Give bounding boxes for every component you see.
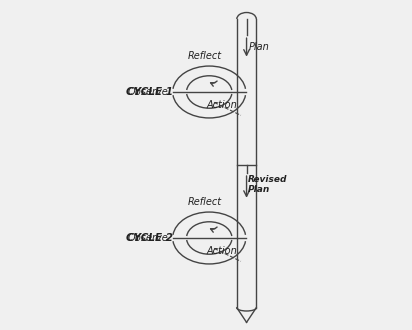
Text: CYCLE 1: CYCLE 1 [126, 87, 173, 97]
Text: Reflect: Reflect [187, 51, 221, 61]
Text: Action: Action [207, 100, 238, 110]
Text: Observe: Observe [127, 233, 168, 243]
Text: Reflect: Reflect [187, 197, 221, 207]
Text: Plan: Plan [249, 42, 270, 51]
Text: CYCLE 2: CYCLE 2 [126, 233, 173, 243]
Text: Action: Action [207, 246, 238, 256]
Text: Revised
Plan: Revised Plan [248, 175, 288, 194]
Text: Observe: Observe [127, 87, 168, 97]
